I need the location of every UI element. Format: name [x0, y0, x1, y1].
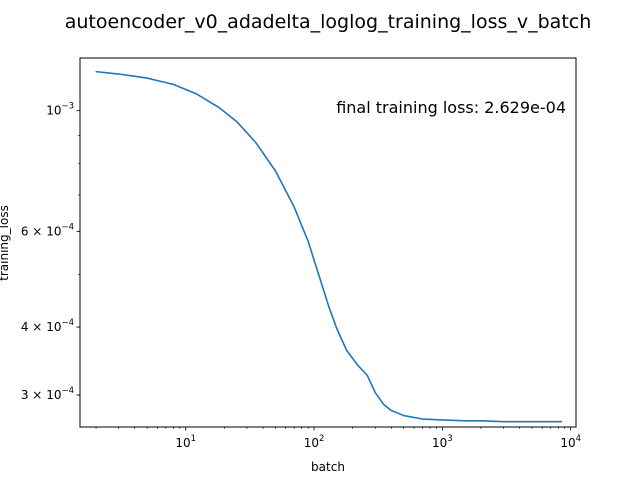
data-point: [274, 170, 277, 172]
x-tick-label: 101: [175, 434, 196, 450]
data-point: [172, 83, 174, 85]
y-tick-label: 6 × 10−4: [21, 222, 74, 238]
y-tick-label: 4 × 10−4: [21, 318, 74, 334]
data-point: [390, 409, 392, 412]
x-tick-label: 104: [560, 434, 581, 450]
data-point: [346, 350, 348, 352]
data-point: [318, 276, 320, 278]
data-point: [374, 392, 376, 394]
data-point: [336, 327, 338, 329]
data-point: [561, 421, 563, 423]
y-tick-label: 3 × 10−4: [21, 386, 74, 402]
data-point: [95, 71, 97, 73]
x-axis-label: batch: [311, 460, 345, 474]
series-layer: [95, 70, 563, 423]
x-tick-label: 102: [304, 434, 325, 450]
data-point: [366, 374, 368, 376]
data-point: [217, 106, 220, 108]
plot-area: [79, 57, 577, 428]
x-tick-label: 103: [432, 434, 453, 450]
data-point: [383, 404, 385, 406]
y-axis-ticks: 10−3 6 × 10−4 4 × 10−4 3 × 10−4: [21, 102, 80, 402]
data-point: [328, 305, 330, 307]
data-point: [293, 206, 295, 208]
data-point: [464, 420, 466, 422]
data-point: [118, 73, 120, 75]
data-point: [502, 421, 505, 423]
data-point: [480, 420, 482, 422]
plot-background: [80, 58, 576, 427]
data-point: [531, 421, 533, 423]
data-point: [441, 419, 443, 421]
plot-frame: [79, 57, 577, 428]
x-axis-ticks: 101 102 103 104: [95, 427, 581, 450]
final-loss-annotation: final training loss: 2.629e-04: [336, 98, 566, 117]
data-point: [403, 414, 405, 417]
data-point: [307, 240, 309, 242]
y-tick-label: 10−3: [46, 102, 74, 118]
loss-series-line: [95, 70, 562, 423]
data-point: [254, 141, 257, 143]
data-point: [357, 364, 359, 367]
data-point: [236, 120, 238, 123]
data-point: [421, 418, 424, 420]
chart-title: autoencoder_v0_adadelta_loglog_training_…: [65, 11, 592, 33]
data-point: [195, 93, 197, 95]
data-point: [146, 77, 148, 79]
y-axis-label: training_loss: [0, 205, 11, 281]
